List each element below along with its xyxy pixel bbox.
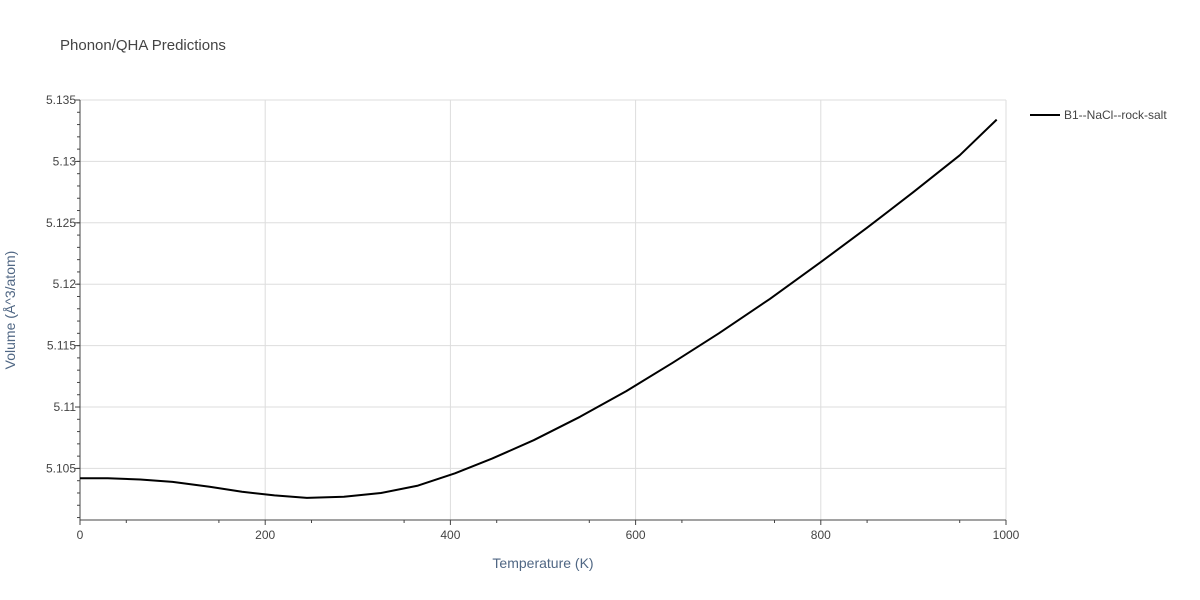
y-tick-label: 5.105 xyxy=(46,461,76,475)
x-tick-label: 1000 xyxy=(993,528,1020,542)
x-tick-label: 400 xyxy=(440,528,460,542)
y-tick-label: 5.135 xyxy=(46,93,76,107)
y-tick-label: 5.125 xyxy=(46,216,76,230)
axes: 0 200 400 600 800 1000 5.105 5.11 5.115 5.12 5.125… xyxy=(46,93,1020,542)
x-tick-label: 600 xyxy=(626,528,646,542)
grid xyxy=(80,99,1007,520)
y-axis-label: Volume (Å^3/atom) xyxy=(2,251,18,370)
x-tick-label: 200 xyxy=(255,528,275,542)
x-tick-label: 800 xyxy=(811,528,831,542)
y-tick-label: 5.115 xyxy=(47,339,76,353)
series-line xyxy=(80,118,998,499)
x-tick-label: 0 xyxy=(77,528,84,542)
y-tick-label: 5.13 xyxy=(53,154,77,168)
legend: B1--NaCl--rock-salt xyxy=(1030,108,1167,122)
plot-area xyxy=(80,118,998,499)
x-axis-label: Temperature (K) xyxy=(492,555,593,571)
chart-title: Phonon/QHA Predictions xyxy=(60,37,226,54)
y-tick-label: 5.11 xyxy=(54,400,77,414)
y-tick-label: 5.12 xyxy=(53,277,77,291)
legend-entry-series: B1--NaCl--rock-salt xyxy=(1064,108,1167,122)
